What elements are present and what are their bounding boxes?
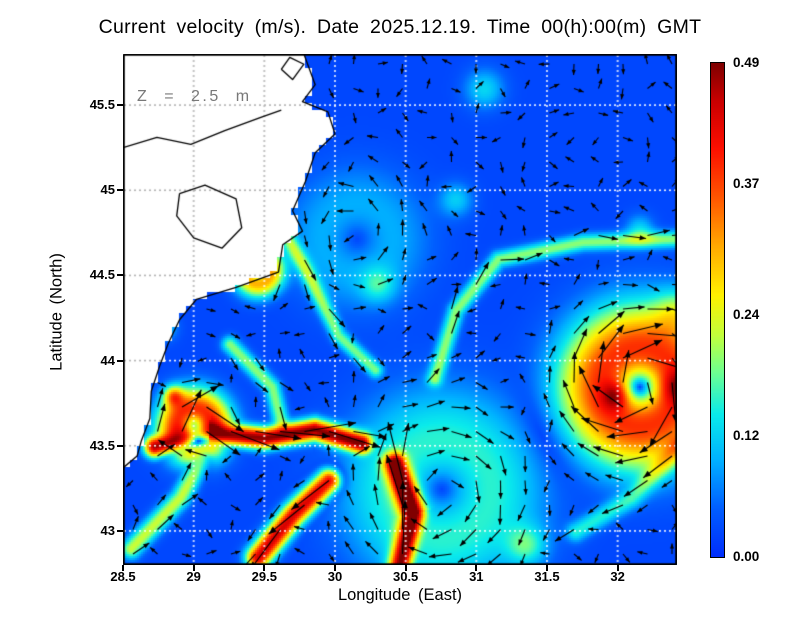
y-tick-label: 43.5 [89, 437, 115, 453]
y-tick-mark [117, 529, 123, 532]
y-tick-mark [117, 359, 123, 362]
y-tick-mark [117, 274, 123, 277]
y-tick-label: 44 [100, 352, 115, 368]
x-tick-mark [545, 565, 548, 571]
velocity-heatmap-quiver-canvas [123, 54, 677, 565]
x-tick-label: 29.5 [251, 569, 277, 584]
colorbar-tick-label: 0.12 [733, 428, 760, 444]
x-tick-label: 28.5 [110, 569, 136, 584]
x-tick-mark [263, 565, 266, 571]
y-axis-label: Latitude (North) [47, 253, 66, 371]
depth-annotation: Z = 2.5 m [137, 88, 252, 105]
colorbar [710, 62, 725, 558]
chart-title: Current velocity (m/s). Date 2025.12.19.… [98, 16, 702, 38]
x-tick-label: 31.5 [534, 569, 560, 584]
x-tick-mark [404, 565, 407, 571]
y-tick-mark [117, 444, 123, 447]
x-tick-mark [616, 565, 619, 571]
x-tick-mark [333, 565, 336, 571]
colorbar-tick-label: 0.49 [733, 55, 760, 70]
y-tick-mark [117, 189, 123, 192]
y-tick-label: 45.5 [89, 97, 115, 113]
y-tick-label: 44.5 [89, 267, 115, 283]
colorbar-tick-label: 0.00 [733, 549, 760, 564]
x-tick-label: 30.5 [392, 569, 419, 584]
colorbar-tick-label: 0.24 [733, 307, 760, 323]
x-tick-mark [475, 565, 478, 571]
colorbar-tick-label: 0.37 [733, 175, 760, 191]
x-tick-mark [192, 565, 195, 571]
x-tick-label: 32 [610, 569, 625, 584]
y-tick-mark [117, 104, 123, 107]
x-tick-label: 31 [469, 569, 484, 584]
map-plot-area: Z = 2.5 m [123, 54, 677, 565]
x-tick-label: 30 [327, 569, 343, 584]
x-tick-label: 29 [186, 569, 201, 584]
x-tick-mark [122, 565, 124, 571]
x-axis-label: Longitude (East) [337, 586, 463, 604]
y-tick-label: 43 [100, 522, 115, 538]
colorbar-gradient-canvas [711, 63, 724, 557]
y-tick-label: 45 [100, 182, 115, 198]
